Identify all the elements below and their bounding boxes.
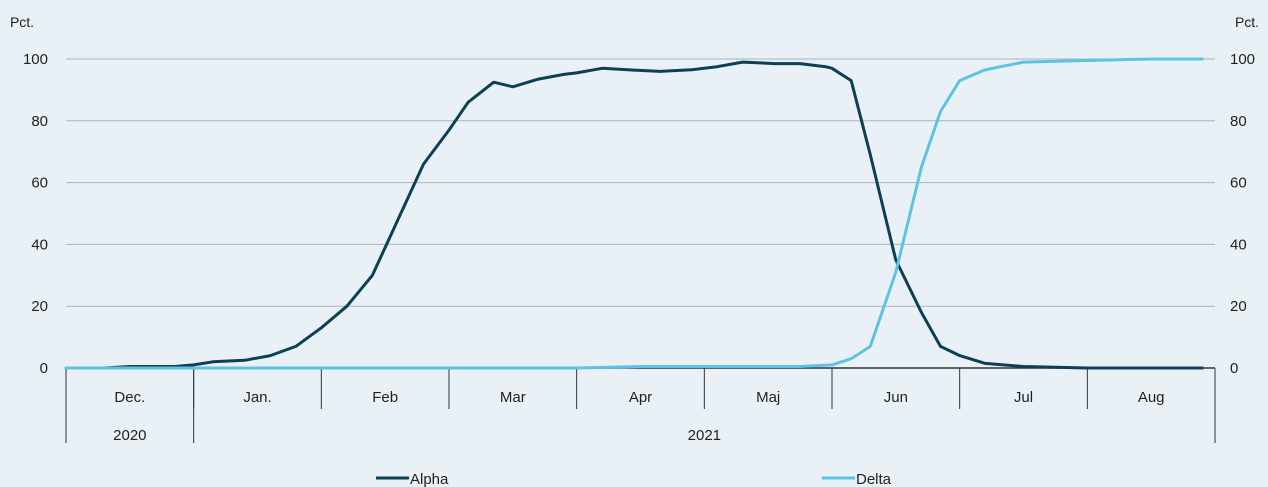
gridlines [66,58,1215,307]
legend: Alpha Delta [376,471,892,487]
x-tick-label-month: Jul [1014,389,1033,406]
y-tick-label-right: 20 [1230,298,1247,315]
x-tick-label-month: Apr [629,389,652,406]
y-tick-label-left: 40 [31,236,48,253]
y-tick-label-right: 0 [1230,360,1238,377]
series-line-alpha [64,60,1204,370]
legend-label-alpha: Alpha [410,471,449,487]
y-tick-label-left: 100 [23,51,48,68]
y-tick-label-right: 60 [1230,175,1247,192]
y-axis-left: 0 20 40 60 80 100 [23,51,48,377]
y-tick-label-right: 100 [1230,51,1255,68]
series [64,57,1204,370]
y-tick-label-left: 80 [31,113,48,130]
y-tick-label-right: 80 [1230,113,1247,130]
legend-label-delta: Delta [856,471,892,487]
x-tick-label-month: Aug [1138,389,1165,406]
x-tick-label-month: Jan. [243,389,271,406]
x-tick-label-month: Dec. [114,389,145,406]
y-axis-right: 0 20 40 60 80 100 [1230,51,1255,377]
y-unit-right: Pct. [1235,14,1259,30]
x-tick-label-year: 2020 [113,427,146,444]
x-tick-label-month: Mar [500,389,526,406]
x-tick-label-year: 2021 [688,427,721,444]
y-tick-label-left: 60 [31,175,48,192]
x-tick-label-month: Jun [884,389,908,406]
y-tick-label-left: 0 [40,360,48,377]
x-tick-label-month: Maj [756,389,780,406]
x-axis: Dec. Jan. Feb Mar Apr Maj Jun Jul Aug 2020 2021 [65,367,1216,444]
series-line-delta [64,57,1204,370]
y-tick-label-right: 40 [1230,236,1247,253]
y-tick-label-left: 20 [31,298,48,315]
x-tick-label-month: Feb [372,389,398,406]
y-unit-left: Pct. [10,14,34,30]
